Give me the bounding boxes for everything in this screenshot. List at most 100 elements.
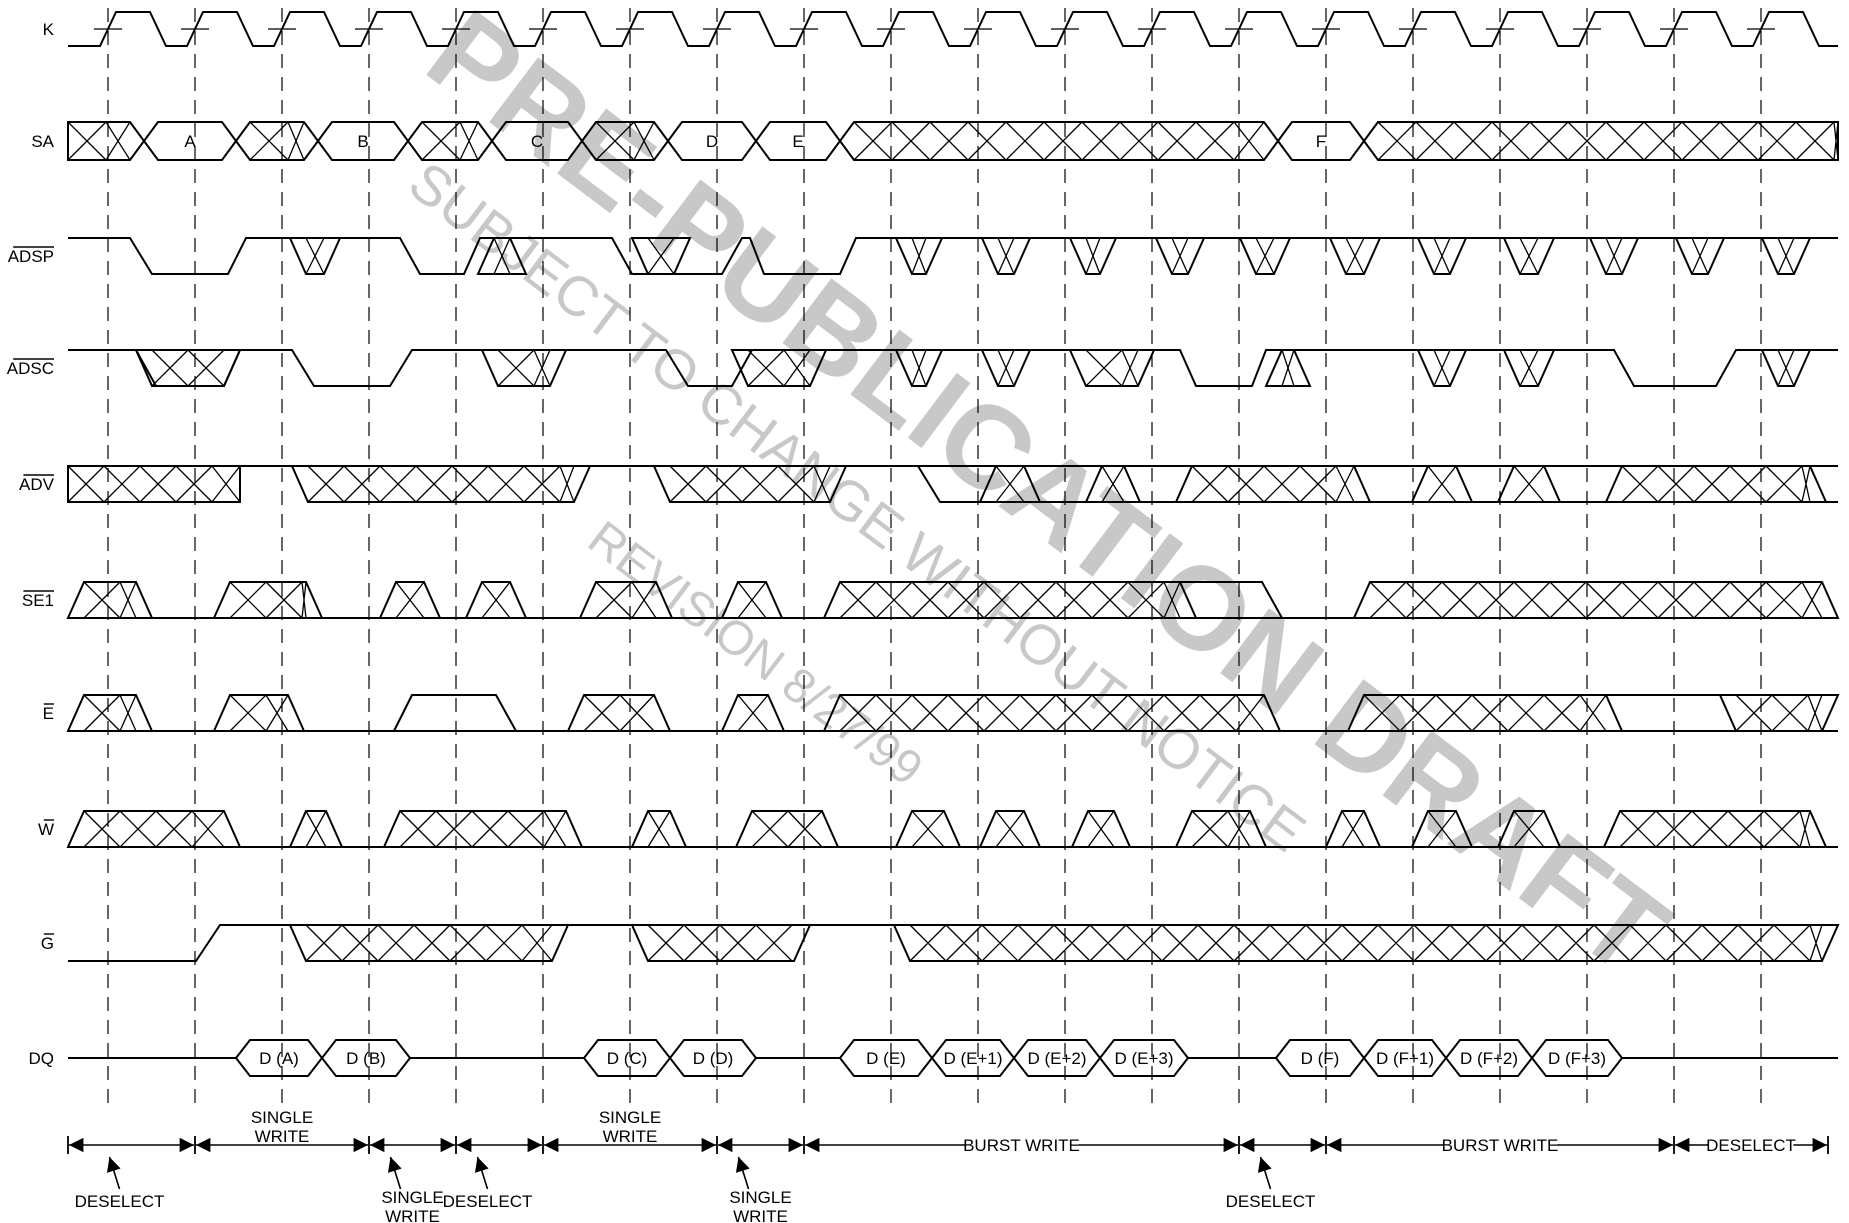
adv-hatch	[1513, 465, 1545, 503]
phase-label-burst-write-1: BURST WRITE	[963, 1136, 1080, 1155]
adsc-dont-care	[134, 349, 242, 387]
signal-label-dq: DQ	[29, 1049, 55, 1068]
adsc-hatch	[151, 349, 225, 387]
adsp-hatch	[305, 237, 325, 275]
adsp-hatch	[1345, 237, 1365, 275]
e-hatch	[1363, 694, 1607, 732]
signal-label-g: G	[41, 934, 54, 953]
w-hatch	[1427, 810, 1457, 848]
dq-data-window	[320, 1039, 412, 1077]
w-hatch	[1191, 810, 1251, 848]
w-hatch	[911, 810, 945, 848]
w-dont-care	[66, 810, 242, 848]
se1-dont-care	[1352, 581, 1840, 619]
signal-label-w: W	[38, 820, 54, 839]
w-hatch	[399, 810, 567, 848]
adsp-hatch	[493, 237, 511, 275]
adsp-hatch	[1519, 237, 1539, 275]
dq-label: D (B)	[346, 1049, 386, 1068]
dq-label: D (F)	[1301, 1049, 1340, 1068]
adv-hatch	[1101, 465, 1125, 503]
sa-dont-care	[838, 121, 1280, 161]
se1-dont-care	[66, 581, 154, 619]
dq-label: D (F+3)	[1548, 1049, 1606, 1068]
adv-hatch	[67, 465, 241, 503]
sa-dont-care	[234, 121, 320, 161]
signal-label-adsc: ADSC	[7, 359, 54, 378]
sa-hatch	[67, 121, 131, 161]
phase-label-deselect-1: DESELECT	[75, 1192, 165, 1211]
dq-label: D (E+3)	[1114, 1049, 1173, 1068]
cycle-annotations: DESELECTSINGLEWRITESINGLEWRITEDESELECTSI…	[67, 1108, 1829, 1223]
se1-hatch	[395, 581, 425, 619]
dq-data-window	[1530, 1039, 1624, 1077]
dq-label: D (F+2)	[1460, 1049, 1518, 1068]
adsc-hatch	[1281, 349, 1295, 387]
adv-hatch	[669, 465, 831, 503]
adsc-dont-care	[480, 349, 568, 387]
adsc-hatch	[1085, 349, 1139, 387]
e-hatch	[229, 694, 289, 732]
adsc-hatch	[1519, 349, 1539, 387]
adsc-hatch	[497, 349, 551, 387]
e-hatch	[737, 694, 769, 732]
adsc-hatch	[1433, 349, 1451, 387]
callout-arrow	[1257, 1156, 1272, 1190]
adv-hatch	[995, 465, 1025, 503]
sa-hatch	[249, 121, 305, 161]
adsc-dont-care	[1068, 349, 1156, 387]
e-dont-care	[66, 694, 154, 732]
phase-label-burst-write-2: BURST WRITE	[1442, 1136, 1559, 1155]
w-dont-care	[382, 810, 584, 848]
se1-hatch	[595, 581, 657, 619]
phase-label-single-write-1: SINGLE	[251, 1108, 313, 1127]
phase-label-single-write-2: SINGLE	[381, 1188, 443, 1207]
signal-labels: K SA ADSP ADSC ADV SE1 E W G DQ	[7, 20, 55, 1068]
watermark: PRE-PUBLICATION DRAFT SUBJECT TO CHANGE …	[398, 0, 1692, 1001]
sa-hatch	[595, 121, 655, 161]
g-hatch	[647, 924, 793, 962]
w-hatch	[83, 810, 225, 848]
dq-label: D (D)	[693, 1049, 734, 1068]
e-high-pulse	[393, 694, 517, 732]
adv-hatch	[307, 465, 575, 503]
adv-hatch	[1191, 465, 1355, 503]
dq-data-window	[668, 1039, 758, 1077]
adsp-hatch	[1605, 237, 1623, 275]
se1-hatch	[481, 581, 511, 619]
signal-label-e: E	[43, 704, 54, 723]
address-label: A	[184, 132, 196, 151]
w-dont-care	[734, 810, 840, 848]
adv-hatch	[1621, 465, 1811, 503]
sa-hatch	[853, 121, 1265, 161]
dq-label: D (A)	[259, 1049, 299, 1068]
adsp-hatch	[1777, 237, 1795, 275]
adv-dont-care	[1174, 465, 1372, 503]
w-hatch	[1087, 810, 1115, 848]
address-label: F	[1316, 132, 1326, 151]
adv-dont-care	[1604, 465, 1828, 503]
adv-low	[917, 465, 1838, 503]
phase-label-deselect-3: DESELECT	[1226, 1192, 1316, 1211]
adsc-hatch	[911, 349, 927, 387]
g-dont-care	[630, 924, 812, 962]
address-label: E	[792, 132, 803, 151]
adv-hatch	[1427, 465, 1457, 503]
adsp-hatch	[1691, 237, 1709, 275]
adsp-hatch	[997, 237, 1015, 275]
adsp-hatch	[1255, 237, 1275, 275]
dq-data-window	[1098, 1039, 1190, 1077]
callout-arrow	[106, 1156, 121, 1190]
adsc-hatch	[1777, 349, 1795, 387]
adsc-hatch	[747, 349, 811, 387]
signal-label-sa: SA	[31, 132, 54, 151]
adsp-hatch	[1171, 237, 1189, 275]
phase-label-single-write-3: WRITE	[603, 1127, 658, 1146]
g-hatch	[305, 924, 553, 962]
se1-hatch	[737, 581, 767, 619]
adsp-hatch	[1433, 237, 1451, 275]
dq-label: D (E+1)	[943, 1049, 1002, 1068]
signal-label-se1: SE1	[22, 591, 54, 610]
w-hatch	[1341, 810, 1365, 848]
